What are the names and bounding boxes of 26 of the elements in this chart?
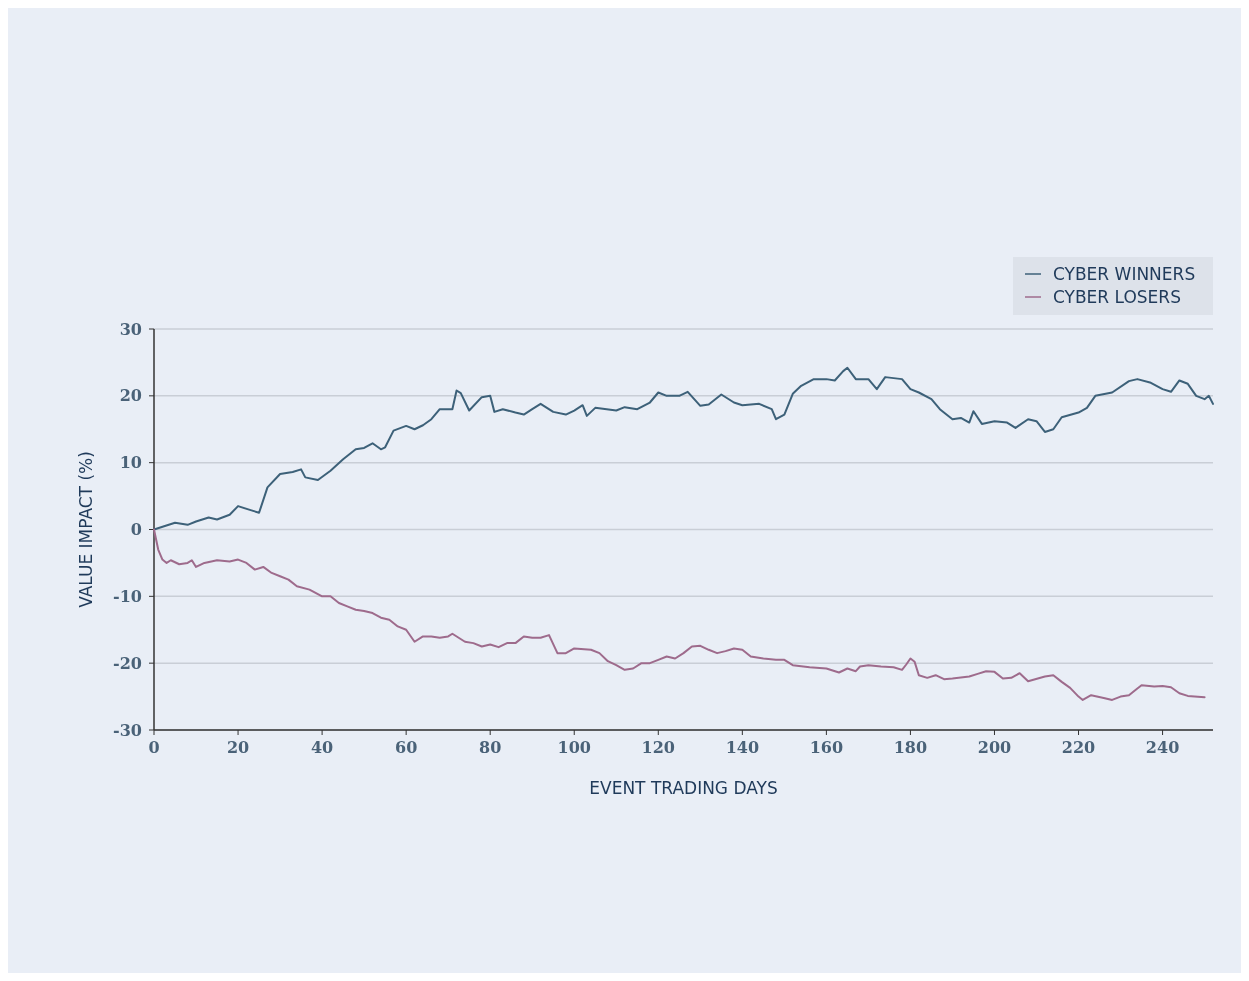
x-tick-label: 160 <box>809 738 844 757</box>
x-tick-label: 40 <box>310 738 334 757</box>
y-axis-title: VALUE IMPACT (%) <box>76 451 96 608</box>
y-tick-label: -30 <box>113 720 142 740</box>
x-tick-label: 120 <box>641 738 675 757</box>
x-tick-label: 220 <box>1061 738 1096 757</box>
y-tick-label: -20 <box>113 653 142 673</box>
x-axis-title: EVENT TRADING DAYS <box>589 778 778 798</box>
x-tick-label: 0 <box>148 738 160 757</box>
x-tick-label: 140 <box>725 738 760 757</box>
x-tick-label: 20 <box>226 738 250 757</box>
y-tick-label: 30 <box>119 319 142 339</box>
x-tick-label: 100 <box>557 738 591 757</box>
y-tick-label: 20 <box>119 386 142 406</box>
legend-label: CYBER LOSERS <box>1053 286 1181 307</box>
y-tick-label: -10 <box>113 586 142 606</box>
x-tick-label: 240 <box>1145 738 1180 757</box>
y-tick-label: 10 <box>119 453 142 473</box>
legend-label: CYBER WINNERS <box>1053 263 1196 284</box>
x-tick-label: 80 <box>479 738 502 757</box>
line-series <box>153 366 1214 531</box>
x-tick-label: 60 <box>395 738 418 757</box>
y-tick-label: 0 <box>130 520 142 540</box>
line-series <box>153 528 1206 701</box>
x-tick-label: 200 <box>977 738 1012 757</box>
x-tick-label: 180 <box>893 738 928 757</box>
